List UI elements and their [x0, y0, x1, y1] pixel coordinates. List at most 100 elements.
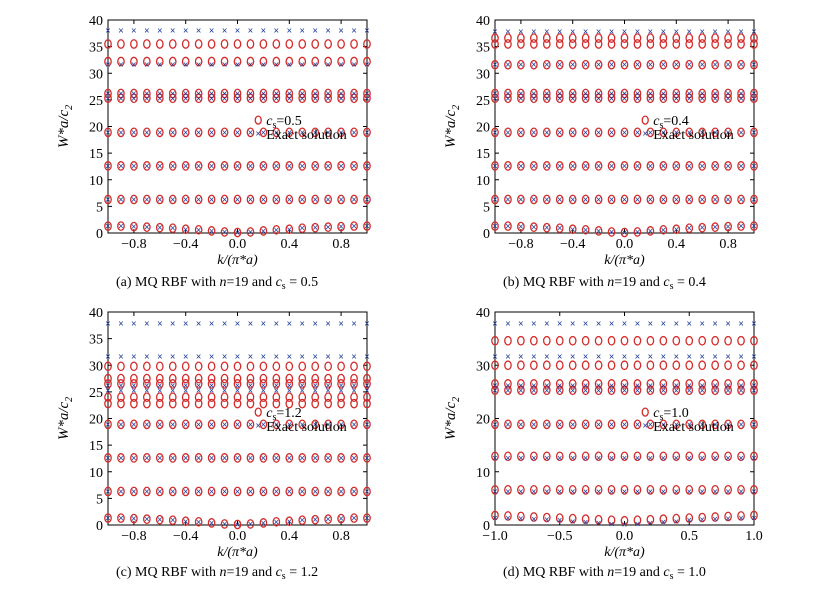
mq-point: [130, 379, 138, 389]
mq-point: [581, 485, 590, 495]
exact-point: ×: [248, 195, 254, 206]
mq-point: [646, 514, 655, 525]
caption-c-prefix: (c) MQ RBF with: [116, 565, 220, 580]
mq-point: [517, 511, 525, 522]
exact-point: ×: [286, 26, 292, 37]
mq-point: [594, 59, 603, 70]
exact-point: ×: [364, 60, 370, 71]
mq-point: [581, 33, 590, 43]
exact-point: ×: [118, 381, 124, 392]
exact-point: ×: [144, 515, 150, 526]
mq-point: [194, 486, 203, 497]
mq-point: [672, 451, 681, 462]
exact-point: ×: [170, 319, 176, 330]
mq-point: [104, 379, 112, 389]
mq-point: [750, 33, 758, 43]
mq-point: [659, 514, 668, 524]
mq-point: [633, 93, 642, 104]
exact-point: ×: [492, 319, 498, 330]
mq-point: [311, 88, 320, 99]
mq-point: [311, 161, 320, 171]
mq-point: [298, 392, 307, 403]
exact-point: ×: [273, 381, 279, 392]
exact-point: ×: [492, 128, 498, 139]
exact-point: ×: [261, 518, 267, 529]
exact-point: ×: [299, 89, 305, 100]
mq-point: [130, 486, 138, 497]
exact-point: ×: [222, 128, 228, 139]
mq-point: [594, 161, 603, 171]
mq-point: [685, 385, 694, 396]
mq-point: [568, 93, 577, 104]
mq-point: [542, 451, 551, 462]
exact-point: ×: [364, 128, 370, 139]
mq-point: [220, 161, 229, 171]
mq-point: [181, 194, 190, 205]
exact-point: ×: [325, 381, 331, 392]
caption-c-n-value: =19 and: [226, 565, 276, 580]
mq-point: [324, 419, 332, 430]
exact-point: ×: [312, 352, 318, 363]
mq-point: [594, 33, 603, 43]
exact-point: ×: [557, 516, 563, 527]
exact-point: ×: [364, 352, 370, 363]
y-tick-label-b: 25: [476, 94, 490, 109]
exact-point: ×: [544, 319, 550, 330]
exact-point: ×: [299, 94, 305, 105]
mq-point: [363, 398, 371, 409]
mq-point: [724, 335, 732, 346]
mq-point: [117, 56, 125, 67]
exact-point: ×: [157, 223, 163, 234]
exact-point: ×: [699, 60, 705, 71]
mq-point: [594, 39, 603, 49]
exact-point: ×: [725, 128, 731, 139]
exact-point: ×: [660, 420, 666, 431]
mq-point: [259, 226, 268, 236]
mq-point: [737, 59, 745, 70]
exact-point: ×: [105, 26, 111, 37]
y-tick-label-c: 40: [89, 306, 103, 321]
mq-point: [581, 419, 590, 430]
mq-point: [685, 451, 694, 462]
mq-point: [504, 360, 512, 371]
exact-point: ×: [725, 453, 731, 464]
mq-point: [259, 486, 268, 497]
exact-point: ×: [531, 352, 537, 363]
exact-point: ×: [596, 319, 602, 330]
mq-point: [207, 93, 216, 104]
x-tick-label-b: −0.8: [508, 237, 533, 252]
exact-point: ×: [673, 352, 679, 363]
mq-point: [363, 127, 371, 138]
mq-point: [594, 485, 603, 495]
exact-point: ×: [131, 161, 137, 172]
x-tick-label-a: 0.8: [332, 237, 350, 252]
exact-point: ×: [338, 89, 344, 100]
mq-point: [337, 194, 345, 205]
exact-point: ×: [596, 60, 602, 71]
exact-point: ×: [596, 453, 602, 464]
mq-point: [311, 93, 320, 104]
exact-point: ×: [596, 381, 602, 392]
exact-point: ×: [170, 453, 176, 464]
exact-point: ×: [157, 26, 163, 37]
mq-point: [298, 93, 307, 104]
exact-point: ×: [157, 381, 163, 392]
exact-point: ×: [686, 352, 692, 363]
exact-point: ×: [170, 386, 176, 397]
mq-point: [529, 385, 538, 396]
exact-point: ×: [699, 453, 705, 464]
mq-point: [298, 88, 307, 99]
exact-point: ×: [673, 27, 679, 38]
exact-point: ×: [725, 487, 731, 498]
exact-point: ×: [364, 453, 370, 464]
mq-point: [698, 59, 707, 70]
y-axis-label-b: W*a/c2: [443, 105, 462, 148]
exact-point: ×: [518, 161, 524, 172]
exact-point: ×: [299, 386, 305, 397]
exact-point: ×: [673, 225, 679, 236]
mq-point: [311, 361, 320, 372]
mq-point: [529, 88, 538, 99]
exact-point: ×: [531, 94, 537, 105]
mq-point: [117, 127, 125, 138]
mq-point: [194, 194, 203, 205]
